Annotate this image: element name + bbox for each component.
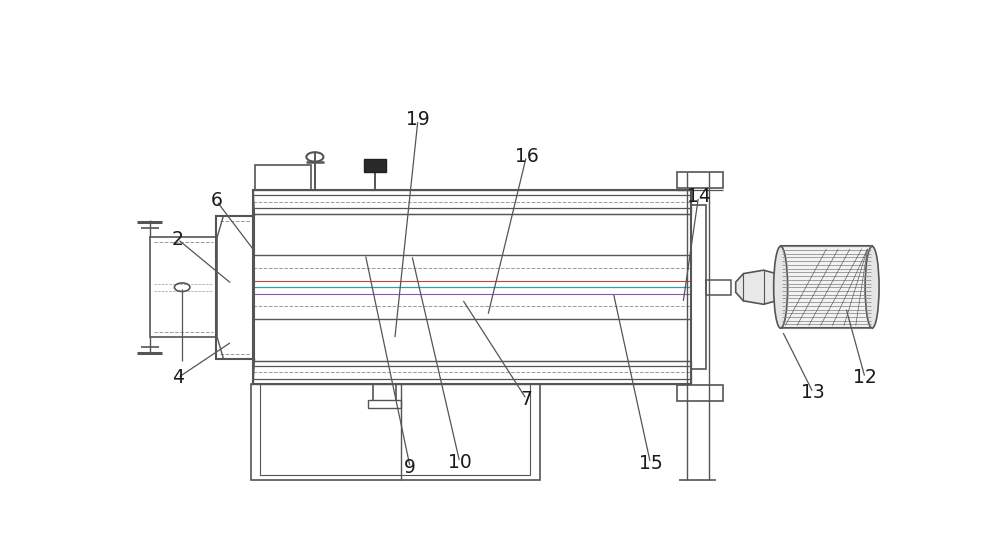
Bar	[251, 384, 540, 480]
Text: 12: 12	[853, 368, 877, 387]
Text: 15: 15	[639, 454, 662, 473]
Text: 13: 13	[801, 383, 825, 402]
Polygon shape	[736, 270, 779, 304]
Bar	[691, 205, 706, 370]
Bar	[253, 361, 691, 384]
Text: 10: 10	[448, 453, 472, 472]
Bar	[368, 400, 401, 408]
Text: 9: 9	[404, 458, 416, 477]
Text: 7: 7	[521, 389, 532, 409]
Bar	[150, 237, 217, 337]
Text: 2: 2	[172, 230, 184, 249]
Text: 16: 16	[515, 147, 538, 166]
Text: 6: 6	[211, 191, 222, 211]
Bar	[253, 190, 691, 214]
Ellipse shape	[774, 247, 788, 328]
Text: 14: 14	[687, 187, 710, 206]
Bar	[364, 160, 386, 172]
Bar	[255, 166, 311, 190]
Bar	[706, 280, 731, 295]
Text: 4: 4	[172, 368, 184, 387]
Bar	[677, 172, 723, 188]
Bar	[260, 384, 530, 475]
Bar	[677, 385, 723, 401]
Bar	[253, 190, 691, 384]
Ellipse shape	[865, 247, 879, 328]
Bar	[781, 247, 872, 328]
Text: 19: 19	[406, 110, 430, 129]
Bar	[216, 216, 254, 358]
